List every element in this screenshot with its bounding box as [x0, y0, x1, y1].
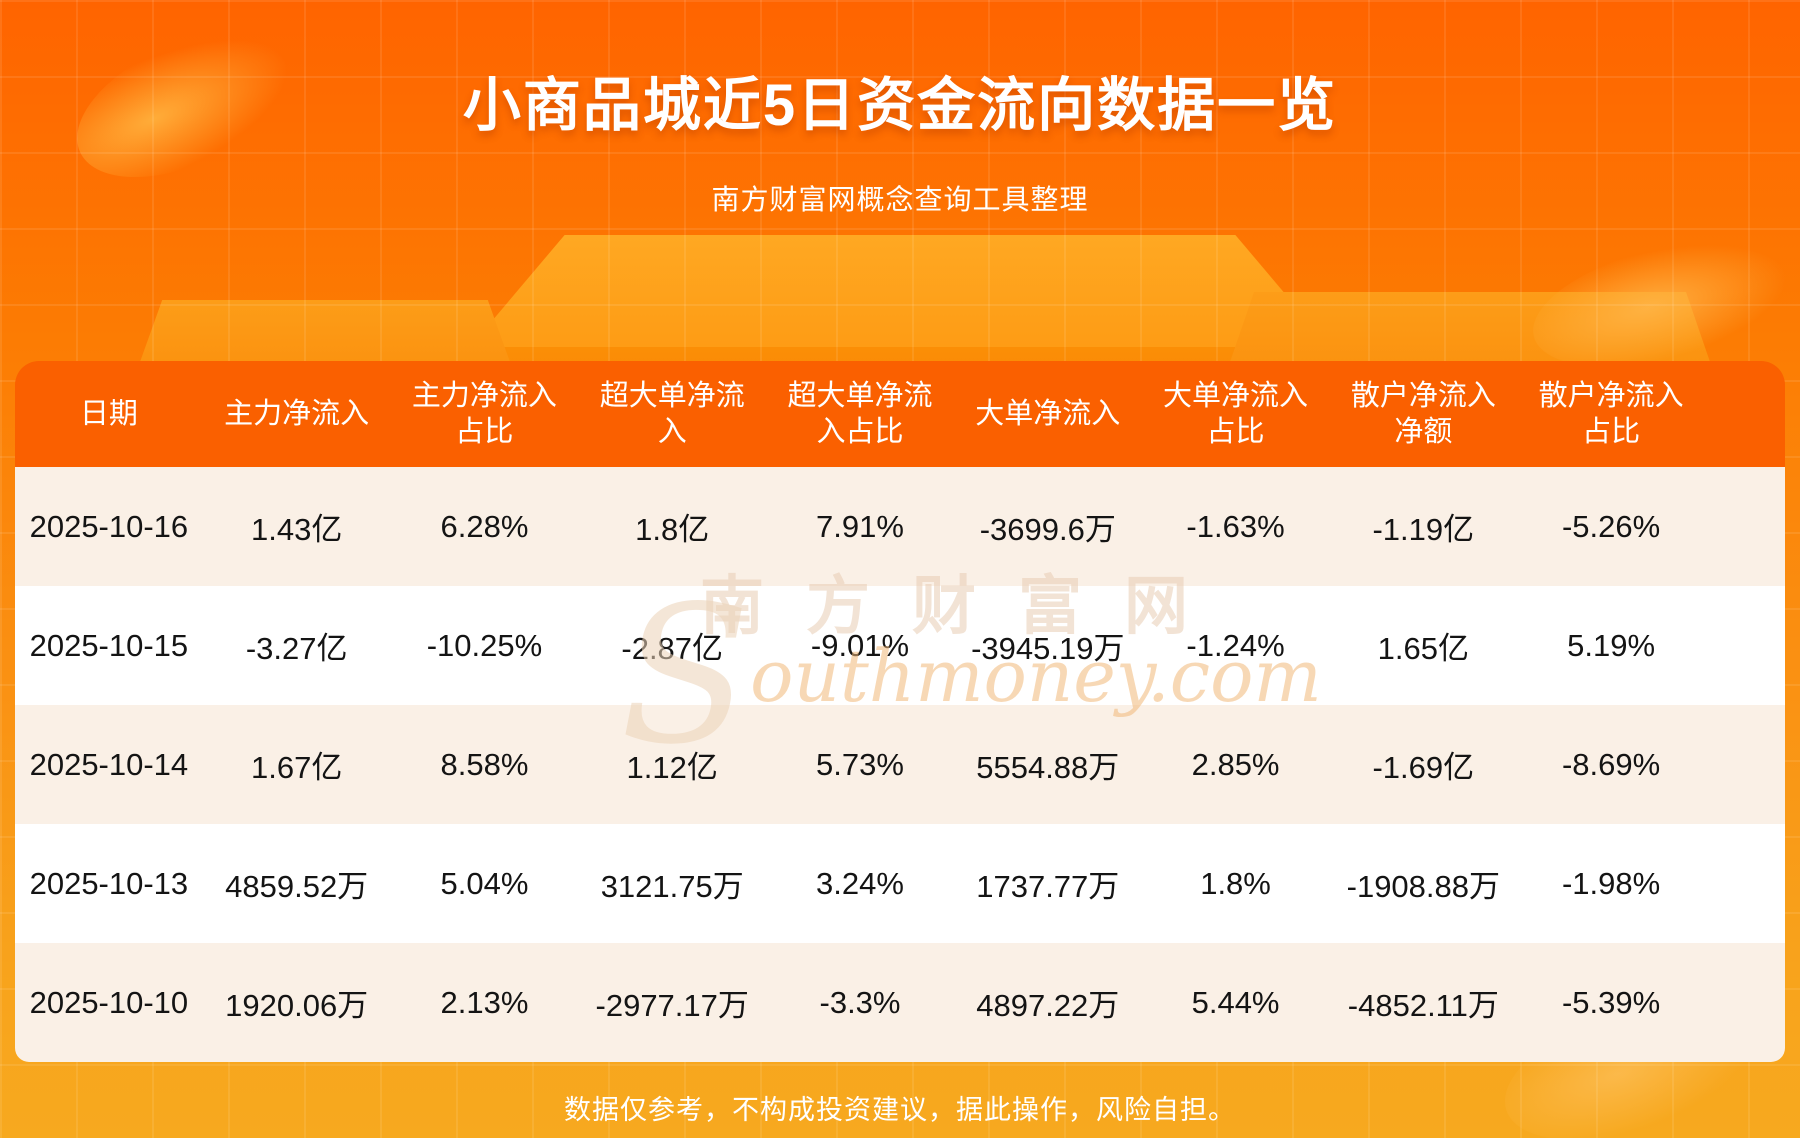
table-cell: -10.25%	[426, 627, 543, 663]
table-cell: -1.98%	[1561, 865, 1661, 901]
table-cell: 8.58%	[440, 746, 529, 782]
table-cell: 1.65亿	[1377, 631, 1469, 666]
table-cell: 4859.52万	[225, 869, 369, 904]
table-cell: 1.43亿	[250, 512, 343, 547]
table-cell: 3121.75万	[600, 869, 744, 904]
table-cell: -3.3%	[819, 984, 901, 1020]
table-cell: -1.63%	[1186, 508, 1285, 544]
table-cell: -1.69亿	[1372, 750, 1475, 785]
podium-left-top-face	[140, 300, 510, 362]
column-header-large-order-net-inflow-ratio: 大单净流入占比	[1163, 379, 1309, 448]
table-row: 2025-10-16 1.43亿 6.28% 1.8亿 7.91% -3699.6万 -1.…	[15, 467, 1785, 586]
table-cell: -8.69%	[1561, 746, 1661, 782]
table-cell: 1.8%	[1200, 865, 1271, 901]
column-header-retail-net-inflow-amount: 散户净流入净额	[1350, 379, 1496, 448]
column-header-main-net-inflow-ratio: 主力净流入占比	[411, 379, 557, 448]
table-cell: 2025-10-14	[29, 746, 189, 782]
table-cell: -1908.88万	[1346, 869, 1501, 904]
table-cell: 3.24%	[816, 865, 904, 901]
column-header-xl-order-net-inflow: 超大单净流入	[599, 379, 745, 448]
table-cell: 5.04%	[440, 865, 529, 901]
podium-right-top-face	[1230, 292, 1710, 362]
table-cell: 2.13%	[440, 984, 529, 1020]
podium-center-top-face	[470, 235, 1330, 347]
table-cell: -3699.6万	[979, 512, 1116, 547]
table-cell: 7.91%	[816, 508, 904, 544]
table-cell: -3.27亿	[245, 631, 348, 666]
table-cell: 1.8亿	[635, 512, 710, 547]
table-cell: -9.01%	[810, 627, 910, 663]
table-cell: 1920.06万	[225, 988, 369, 1023]
table-cell: 1.67亿	[250, 750, 343, 785]
table-cell: 2.85%	[1191, 746, 1280, 782]
table-cell: -3945.19万	[971, 631, 1125, 666]
column-header-large-order-net-inflow: 大单净流入	[975, 397, 1121, 430]
table-cell: -5.26%	[1561, 508, 1661, 544]
table-cell: 5554.88万	[976, 750, 1120, 785]
column-header-retail-net-inflow-ratio: 散户净流入占比	[1538, 379, 1684, 448]
table-row: 2025-10-15 -3.27亿 -10.25% -2.87亿 -9.01% -3945…	[15, 586, 1785, 705]
disclaimer-text: 数据仅参考，不构成投资建议，据此操作，风险自担。	[564, 1095, 1236, 1125]
table-cell: 2025-10-16	[29, 508, 189, 544]
table-cell: 1737.77万	[976, 869, 1120, 904]
table-cell: 2025-10-13	[29, 865, 189, 901]
table-cell: 2025-10-10	[29, 984, 189, 1020]
page-subtitle: 南方财富网概念查询工具整理	[711, 184, 1089, 215]
fund-flow-table: 日期 主力净流入 主力净流入占比 超大单净流入 超大单净流入占比 大单净流入 大…	[15, 361, 1785, 1062]
page-title: 小商品城近5日资金流向数据一览	[462, 73, 1338, 138]
table-cell: 5.44%	[1191, 984, 1280, 1020]
column-header-date: 日期	[79, 397, 138, 430]
table-row: 2025-10-13 4859.52万 5.04% 3121.75万 3.24% 1737…	[15, 824, 1785, 943]
table-cell: -2977.17万	[595, 988, 749, 1023]
table-cell: -5.39%	[1561, 984, 1661, 1020]
table-row: 2025-10-10 1920.06万 2.13% -2977.17万 -3.3% 489…	[15, 943, 1785, 1062]
table-cell: 2025-10-15	[29, 627, 189, 663]
table-cell: 5.73%	[816, 746, 904, 782]
table-cell: 6.28%	[440, 508, 529, 544]
table-cell: -1.24%	[1186, 627, 1285, 663]
table-header-row: 日期 主力净流入 主力净流入占比 超大单净流入 超大单净流入占比 大单净流入 大…	[15, 361, 1785, 467]
column-header-main-net-inflow: 主力净流入	[224, 397, 370, 430]
table-cell: 4897.22万	[976, 988, 1120, 1023]
table-body: 2025-10-16 1.43亿 6.28% 1.8亿 7.91% -3699.6万 -1.…	[15, 467, 1785, 1062]
table-row: 2025-10-14 1.67亿 8.58% 1.12亿 5.73% 5554.88万 2.…	[15, 705, 1785, 824]
table-cell: 1.12亿	[626, 750, 718, 785]
table-cell: -4852.11万	[1347, 988, 1499, 1023]
table-cell: -1.19亿	[1372, 512, 1475, 547]
column-header-xl-order-net-inflow-ratio: 超大单净流入占比	[787, 379, 933, 448]
table-cell: 5.19%	[1567, 627, 1656, 663]
table-cell: -2.87亿	[621, 631, 724, 666]
